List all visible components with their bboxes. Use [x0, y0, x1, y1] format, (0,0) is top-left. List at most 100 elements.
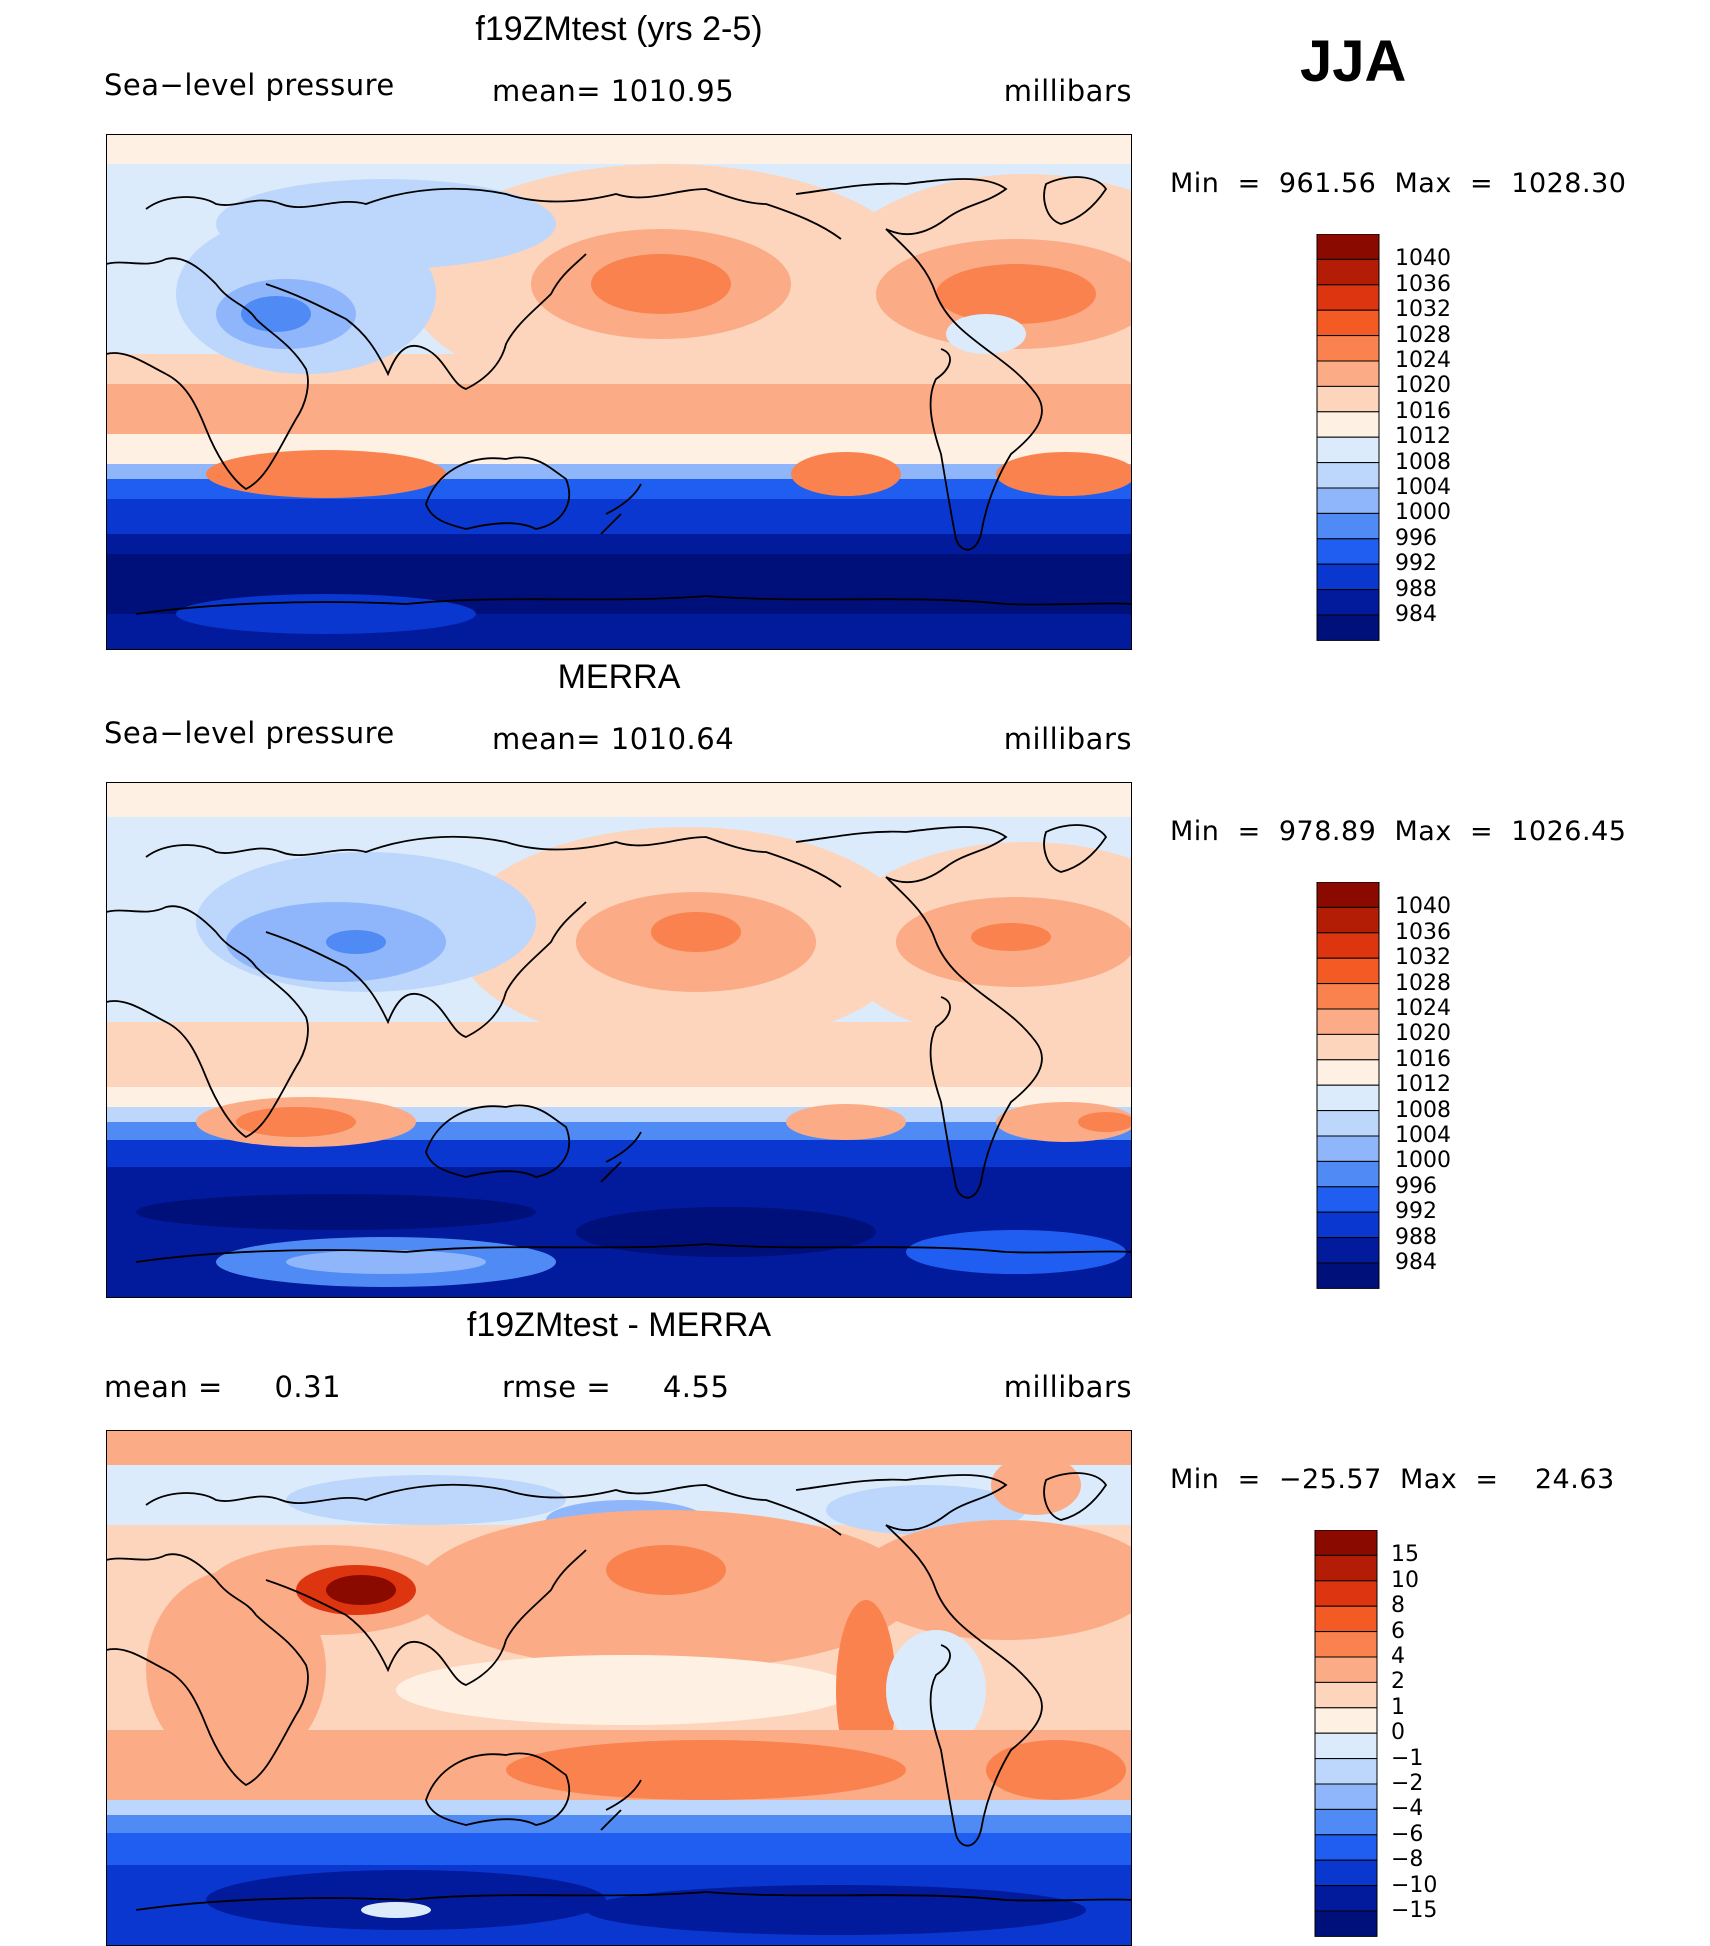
colorbar-swatch	[1314, 1859, 1378, 1887]
variable-label: Sea−level pressure	[104, 68, 395, 102]
colorbar-swatch	[1316, 932, 1380, 959]
colorbar-swatch	[1316, 882, 1380, 908]
colorbar-swatch	[1316, 512, 1380, 540]
colorbar-tick-label: 1008	[1395, 449, 1451, 475]
colorbar-tick-label: −15	[1391, 1898, 1438, 1923]
colorbar-tick-label: 984	[1395, 602, 1437, 627]
colorbar-swatch	[1316, 284, 1380, 311]
minmax-text: Min = 961.56 Max = 1028.30	[1170, 168, 1627, 199]
colorbar-tick-label: 1020	[1395, 1021, 1451, 1047]
colorbar-tick-label: 2	[1391, 1669, 1405, 1695]
colorbar-tick-label: 988	[1395, 576, 1437, 602]
variable-label: Sea−level pressure	[104, 716, 395, 750]
colorbar-tick-label: 992	[1395, 551, 1437, 577]
colorbar-swatch	[1314, 1681, 1378, 1709]
colorbar-tick-label: 1024	[1395, 996, 1451, 1021]
colorbar-swatch	[1314, 1808, 1378, 1836]
colorbar-swatch	[1316, 1135, 1380, 1162]
colorbar-tick-label: 1032	[1395, 297, 1451, 323]
colorbar-tick-label: 8	[1391, 1593, 1405, 1619]
panel-title: f19ZMtest (yrs 2-5)	[475, 10, 763, 48]
colorbar-swatch	[1316, 462, 1380, 489]
colorbar-swatch	[1316, 258, 1380, 286]
mean-label: mean= 1010.64	[492, 722, 735, 756]
units-label: millibars	[1003, 74, 1132, 108]
colorbar: 15 10 8 6 4 2 1 0 −1 −2 −4 −6 −8 −10 −15	[1314, 1530, 1437, 1938]
colorbar-swatch	[1316, 234, 1380, 260]
colorbar-tick-label: 10	[1391, 1567, 1419, 1593]
map-obs	[106, 782, 1132, 1298]
colorbar-tick-label: 1028	[1395, 970, 1451, 996]
colorbar-tick-label: 1040	[1395, 246, 1451, 272]
colorbar-swatch	[1314, 1530, 1378, 1556]
colorbar-swatch	[1316, 538, 1380, 565]
colorbar-tick-label: −8	[1391, 1847, 1424, 1873]
colorbar-swatch	[1316, 1160, 1380, 1188]
colorbar-swatch	[1316, 614, 1380, 641]
colorbar: 1040 1036 1032 1028 1024 1020 1016 1012 1008 1004…	[1316, 882, 1451, 1290]
map-diff	[106, 1430, 1132, 1946]
colorbar-swatch	[1314, 1834, 1378, 1861]
colorbar-swatch	[1316, 360, 1380, 387]
minmax-text: Min = 978.89 Max = 1026.45	[1170, 816, 1627, 847]
colorbar-swatch	[1316, 563, 1380, 591]
colorbar-swatch	[1316, 385, 1380, 413]
panel-model: f19ZMtest (yrs 2-5) Sea−level pressure m…	[0, 10, 1710, 650]
colorbar-tick-label: 1036	[1395, 271, 1451, 297]
colorbar-tick-label: 1024	[1395, 348, 1451, 373]
colorbar-tick-label: −2	[1391, 1771, 1424, 1796]
colorbar-tick-label: 0	[1391, 1720, 1405, 1746]
colorbar-tick-label: 4	[1391, 1644, 1405, 1669]
units-label: millibars	[1003, 1370, 1132, 1404]
colorbar-swatch	[1316, 1033, 1380, 1061]
colorbar-tick-label: −6	[1391, 1821, 1424, 1847]
colorbar-swatch	[1314, 1656, 1378, 1683]
colorbar-tick-label: 6	[1391, 1618, 1405, 1644]
colorbar-swatch	[1316, 309, 1380, 337]
season-label: JJA	[1300, 29, 1407, 94]
colorbar-tick-label: 1032	[1395, 945, 1451, 971]
colorbar-tick-label: 15	[1391, 1542, 1419, 1568]
colorbar-swatch	[1314, 1605, 1378, 1633]
colorbar-swatch	[1316, 1262, 1380, 1289]
rmse-stat: rmse = 4.55	[502, 1370, 729, 1404]
colorbar-swatch	[1316, 1084, 1380, 1112]
colorbar-swatch	[1316, 957, 1380, 985]
colorbar-tick-label: 1016	[1395, 1046, 1451, 1072]
panel-obs: MERRA Sea−level pressure mean= 1010.64 m…	[0, 658, 1710, 1298]
colorbar-swatch	[1316, 1186, 1380, 1213]
colorbar-tick-label: 1012	[1395, 1072, 1451, 1098]
colorbar-swatch	[1314, 1580, 1378, 1607]
colorbar-tick-label: 1008	[1395, 1097, 1451, 1123]
map-model	[106, 134, 1132, 650]
colorbar-swatch	[1314, 1732, 1378, 1760]
colorbar-swatch	[1316, 589, 1380, 616]
colorbar-tick-label: −10	[1391, 1872, 1438, 1898]
colorbar-swatch	[1316, 335, 1380, 362]
colorbar-tick-label: −1	[1391, 1745, 1424, 1771]
colorbar-swatch	[1316, 906, 1380, 934]
colorbar-tick-label: 1012	[1395, 424, 1451, 450]
colorbar-tick-label: 996	[1395, 1173, 1437, 1199]
colorbar-swatch	[1316, 1110, 1380, 1137]
mean-label: mean =	[104, 1370, 223, 1404]
colorbar-tick-label: 1040	[1395, 894, 1451, 920]
colorbar-swatch	[1316, 436, 1380, 464]
colorbar-swatch	[1316, 1008, 1380, 1035]
colorbar-swatch	[1316, 487, 1380, 514]
colorbar-swatch	[1316, 1059, 1380, 1086]
mean-value: 0.31	[274, 1370, 342, 1404]
rmse-label: rmse =	[502, 1370, 612, 1404]
panel-title: MERRA	[557, 658, 681, 696]
colorbar-tick-label: 1004	[1395, 475, 1451, 500]
colorbar-tick-label: −4	[1391, 1796, 1424, 1822]
panel-diff: f19ZMtest - MERRA mean = 0.31 rmse = 4.5…	[0, 1306, 1710, 1946]
rmse-value: 4.55	[662, 1370, 730, 1404]
colorbar-tick-label: 1016	[1395, 398, 1451, 424]
colorbar-tick-label: 1000	[1395, 500, 1451, 526]
colorbar-tick-label: 1036	[1395, 919, 1451, 945]
mean-stat: mean = 0.31	[104, 1370, 341, 1404]
colorbar-swatch	[1314, 1758, 1378, 1785]
colorbar-swatch	[1314, 1631, 1378, 1658]
colorbar-swatches	[1314, 1530, 1378, 1937]
